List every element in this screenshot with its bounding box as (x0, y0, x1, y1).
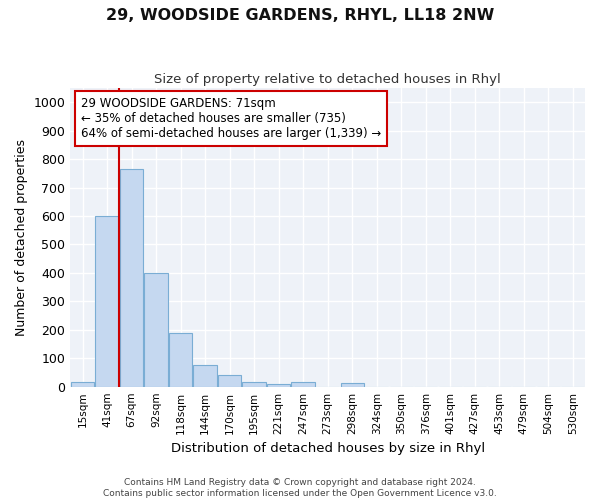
Text: 29, WOODSIDE GARDENS, RHYL, LL18 2NW: 29, WOODSIDE GARDENS, RHYL, LL18 2NW (106, 8, 494, 22)
Bar (242, 382, 266, 386)
Bar (267, 384, 290, 386)
Bar (218, 376, 241, 386)
Bar (169, 332, 192, 386)
Bar (120, 169, 143, 386)
Bar (145, 273, 168, 386)
Bar (341, 384, 364, 386)
Title: Size of property relative to detached houses in Rhyl: Size of property relative to detached ho… (154, 72, 501, 86)
X-axis label: Distribution of detached houses by size in Rhyl: Distribution of detached houses by size … (170, 442, 485, 455)
Text: 29 WOODSIDE GARDENS: 71sqm
← 35% of detached houses are smaller (735)
64% of sem: 29 WOODSIDE GARDENS: 71sqm ← 35% of deta… (80, 97, 381, 140)
Y-axis label: Number of detached properties: Number of detached properties (15, 139, 28, 336)
Bar (71, 382, 94, 386)
Bar (95, 216, 119, 386)
Text: Contains HM Land Registry data © Crown copyright and database right 2024.
Contai: Contains HM Land Registry data © Crown c… (103, 478, 497, 498)
Bar (193, 366, 217, 386)
Bar (292, 382, 315, 386)
